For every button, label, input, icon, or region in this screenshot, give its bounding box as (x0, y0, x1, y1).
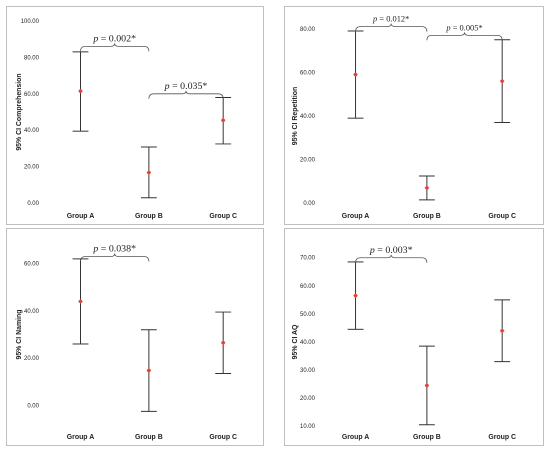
y-tick-label: 80.00 (24, 55, 40, 61)
p-value-label: p = 0.002* (92, 33, 136, 44)
x-category-label: Group B (413, 213, 441, 220)
chart-panel-repetition: 95% CI Repetition 0.00 20.00 40.00 60.00 80.0… (284, 6, 544, 225)
x-category-label: Group B (413, 434, 441, 441)
y-tick-label: 40.00 (300, 114, 316, 120)
significance-bracket (80, 43, 150, 52)
significance-bracket (355, 23, 428, 32)
error-bar-group-b (418, 345, 435, 426)
chart-aq: 95% CI AQ 10.00 20.00 30.00 40.00 50.00 60.00 7… (292, 245, 516, 441)
p-value-label: p = 0.038* (92, 244, 136, 255)
x-category-label: Group B (135, 434, 163, 441)
p-value-label: p = 0.003* (369, 245, 413, 256)
y-tick-label: 60.00 (24, 92, 40, 98)
y-tick-label: 100.00 (21, 19, 40, 25)
y-tick-label: 0.00 (27, 201, 39, 207)
y-axis-label: 95% CI AQ (292, 324, 299, 359)
error-bar-group-a (72, 51, 89, 132)
chart-panel-aq: 95% CI AQ 10.00 20.00 30.00 40.00 50.00 60.00 7… (284, 228, 544, 446)
error-bar-group-c (215, 96, 232, 145)
y-axis-label: 95% CI Repetition (292, 87, 299, 145)
y-tick-label: 20.00 (300, 396, 316, 402)
significance-bracket (426, 32, 503, 41)
y-tick-label: 20.00 (24, 356, 40, 362)
error-bar-group-a (347, 261, 364, 330)
error-bar-group-b (418, 175, 435, 201)
x-category-label: Group B (135, 213, 163, 220)
x-category-label: Group A (342, 434, 369, 441)
x-category-label: Group C (488, 434, 516, 441)
error-bar-group-b (140, 329, 157, 412)
y-tick-label: 60.00 (300, 284, 316, 290)
y-tick-label: 30.00 (300, 368, 316, 374)
y-tick-label: 50.00 (300, 312, 316, 318)
y-tick-label: 80.00 (300, 27, 316, 33)
y-tick-label: 40.00 (300, 340, 316, 346)
y-axis-label: 95% CI Naming (16, 310, 23, 360)
y-tick-label: 20.00 (24, 165, 40, 171)
p-value-label: p = 0.005* (445, 22, 482, 32)
y-axis-label: 95% CI Comprehension (16, 73, 23, 150)
y-tick-label: 40.00 (24, 128, 40, 134)
x-category-label: Group C (488, 213, 516, 220)
significance-bracket (148, 90, 224, 99)
x-category-label: Group C (209, 434, 237, 441)
chart-naming: 95% CI Naming 0.00 20.00 40.00 60.00 Group A G… (16, 244, 237, 441)
significance-bracket (80, 253, 150, 262)
x-category-label: Group C (209, 213, 237, 220)
y-tick-label: 70.00 (300, 256, 316, 262)
chart-repetition: 95% CI Repetition 0.00 20.00 40.00 60.00 80.0… (292, 14, 516, 220)
y-tick-label: 20.00 (300, 158, 316, 164)
y-tick-label: 40.00 (24, 309, 40, 315)
error-bar-group-a (72, 258, 89, 345)
y-tick-label: 60.00 (300, 70, 316, 76)
chart-comprehension: 95% CI Comprehension 0.00 20.00 40.00 60.00 8… (16, 19, 237, 220)
significance-bracket (355, 254, 428, 263)
chart-panel-comprehension: 95% CI Comprehension 0.00 20.00 40.00 60.00 8… (6, 6, 264, 225)
chart-panel-naming: 95% CI Naming 0.00 20.00 40.00 60.00 Group A G… (6, 228, 264, 446)
error-bar-group-b (140, 146, 157, 199)
p-value-label: p = 0.012* (372, 14, 409, 24)
x-category-label: Group A (342, 213, 369, 220)
error-bar-group-c (494, 299, 511, 363)
y-tick-label: 0.00 (303, 201, 315, 207)
error-bar-group-c (494, 39, 511, 124)
x-category-label: Group A (67, 213, 94, 220)
y-tick-label: 10.00 (300, 424, 316, 430)
p-value-label: p = 0.035* (164, 81, 208, 92)
error-bar-group-c (215, 311, 232, 375)
x-category-label: Group A (67, 434, 94, 441)
y-tick-label: 0.00 (27, 403, 39, 409)
error-bar-group-a (347, 30, 364, 119)
y-tick-label: 60.00 (24, 262, 40, 268)
